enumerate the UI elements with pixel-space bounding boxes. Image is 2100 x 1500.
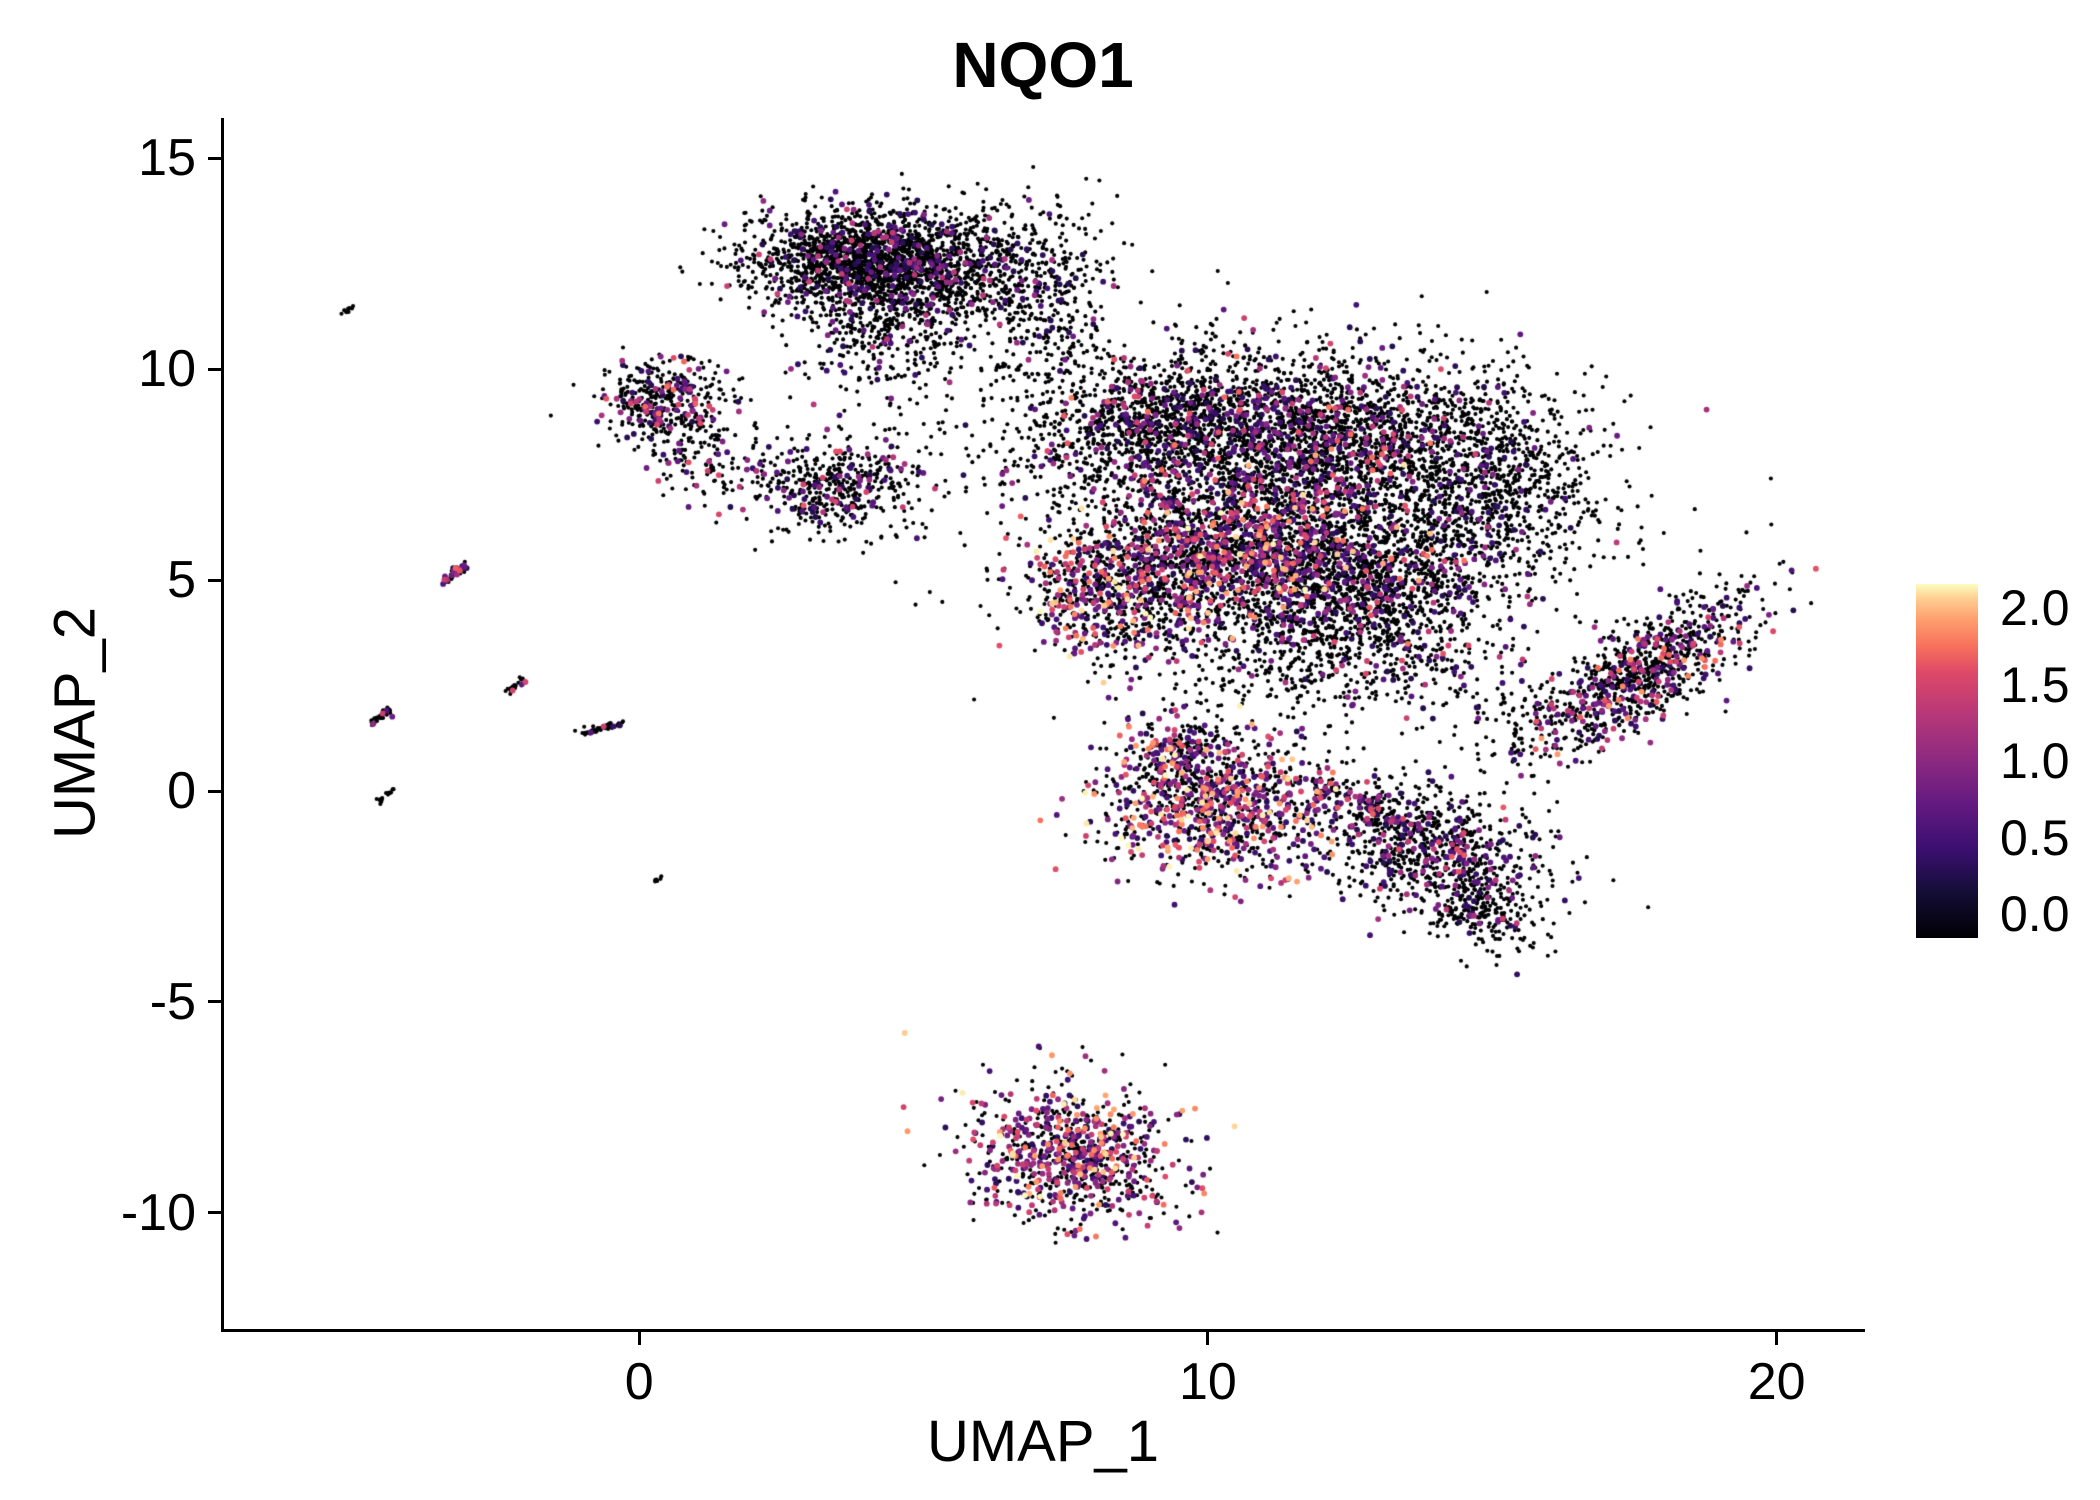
colorbar-tick-label: 1.0 [2000,733,2070,789]
y-tick-label: 5 [167,551,196,610]
y-tick-mark [208,1211,221,1215]
colorbar-tick-label: 0.0 [2000,886,2070,942]
colorbar-tick-label: 2.0 [2000,580,2070,636]
y-axis-title: UMAP_2 [42,606,108,840]
expression-colorbar: 2.0 1.5 1.0 0.5 0.0 [1916,580,2100,942]
x-tick-mark [1775,1332,1779,1345]
y-tick-label: 10 [138,340,196,399]
y-tick-mark [208,1000,221,1004]
y-tick-label: -10 [120,1183,196,1242]
x-axis-title: UMAP_1 [926,1409,1160,1474]
x-tick-mark [1206,1332,1210,1345]
y-tick-label: -5 [149,972,196,1031]
x-tick-mark [637,1332,641,1345]
colorbar-tick-label: 0.5 [2000,809,2070,866]
colorbar-tick-label: 1.5 [2000,656,2070,713]
colorbar-gradient [1916,584,1978,938]
y-tick-mark [208,578,221,582]
y-tick-mark [208,156,221,160]
x-tick-label: 20 [1747,1353,1806,1411]
y-tick-label: 0 [167,762,196,820]
x-axis-line [221,1329,1865,1332]
x-tick-label: 0 [624,1353,654,1411]
x-tick-label: 10 [1179,1353,1237,1411]
y-tick-mark [208,789,221,793]
y-tick-label: 15 [138,129,196,188]
y-tick-mark [208,367,221,371]
y-axis-line [221,118,224,1332]
